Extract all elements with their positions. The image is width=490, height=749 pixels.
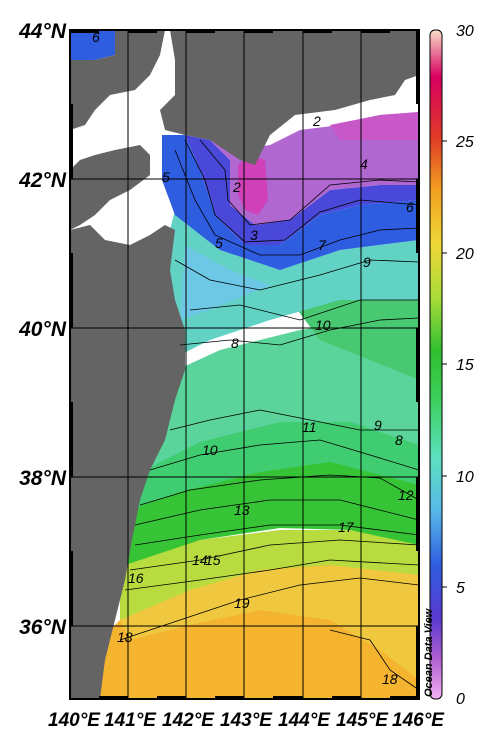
lat-label-36n: 36°N [19,616,67,639]
contour-label: 18 [117,629,133,645]
contour-label: 17 [338,519,355,535]
frame-ticks [70,30,419,699]
contour-label: 19 [234,595,250,611]
contour-label: 15 [205,552,221,568]
contour-label: 5 [162,169,170,185]
graticule [70,30,419,699]
contour-label: 9 [374,417,382,433]
colorbar-tick: 10 [456,469,474,486]
lon-label-146e: 146°E [392,710,445,731]
contour-label: 6 [406,199,414,215]
odv-credit: Ocean Data View [423,607,435,697]
colorbar-gradient [429,29,443,700]
contour-label: 11 [302,419,317,435]
contour-label: 18 [382,671,398,687]
colorbar-tick: 30 [456,23,474,40]
contour-label: 6 [92,29,100,45]
contour-label: 7 [318,237,327,253]
contour-label: 12 [398,487,414,503]
contour-label: 14 [192,552,208,568]
lon-label-144e: 144°E [278,710,331,731]
colorbar-tick: 25 [455,134,474,151]
contour-label: 9 [363,254,371,270]
colorbar-tick: 5 [456,580,465,597]
contour-label: 16 [128,570,144,586]
contour-label: 3 [250,227,258,243]
contour-label: 13 [234,502,250,518]
colorbar-tick: 0 [456,691,465,708]
lon-label-140e: 140°E [48,710,101,731]
longitude-labels: 140°E 141°E 142°E 143°E 144°E 145°E 146°… [48,710,445,731]
lon-label-142e: 142°E [162,710,215,731]
contour-lines [119,139,420,691]
contour-label: 8 [231,335,239,351]
latitude-labels: 44°N 42°N 40°N 38°N 36°N [18,20,67,639]
lon-label-145e: 145°E [336,710,389,731]
contour-label: 10 [202,442,218,458]
contour-label: 10 [315,317,331,333]
contour-label-group: 6 2 5 2 4 6 3 5 7 9 10 8 10 11 9 8 12 13… [92,29,414,687]
lat-label-40n: 40°N [18,318,67,341]
lat-label-44n: 44°N [18,20,67,43]
contour-label: 2 [312,113,321,129]
contour-label: 4 [360,156,368,172]
lat-label-42n: 42°N [18,169,67,192]
lat-label-38n: 38°N [19,467,67,490]
contour-label: 2 [232,179,241,195]
colorbar-tick: 15 [456,357,474,374]
lon-label-141e: 141°E [104,710,157,731]
colorbar-tick: 20 [455,246,474,263]
lon-label-143e: 143°E [220,710,273,731]
contour-label: 5 [215,235,223,251]
contour-label: 8 [395,432,403,448]
colorbar: 30 25 20 15 10 5 0 [429,23,474,708]
